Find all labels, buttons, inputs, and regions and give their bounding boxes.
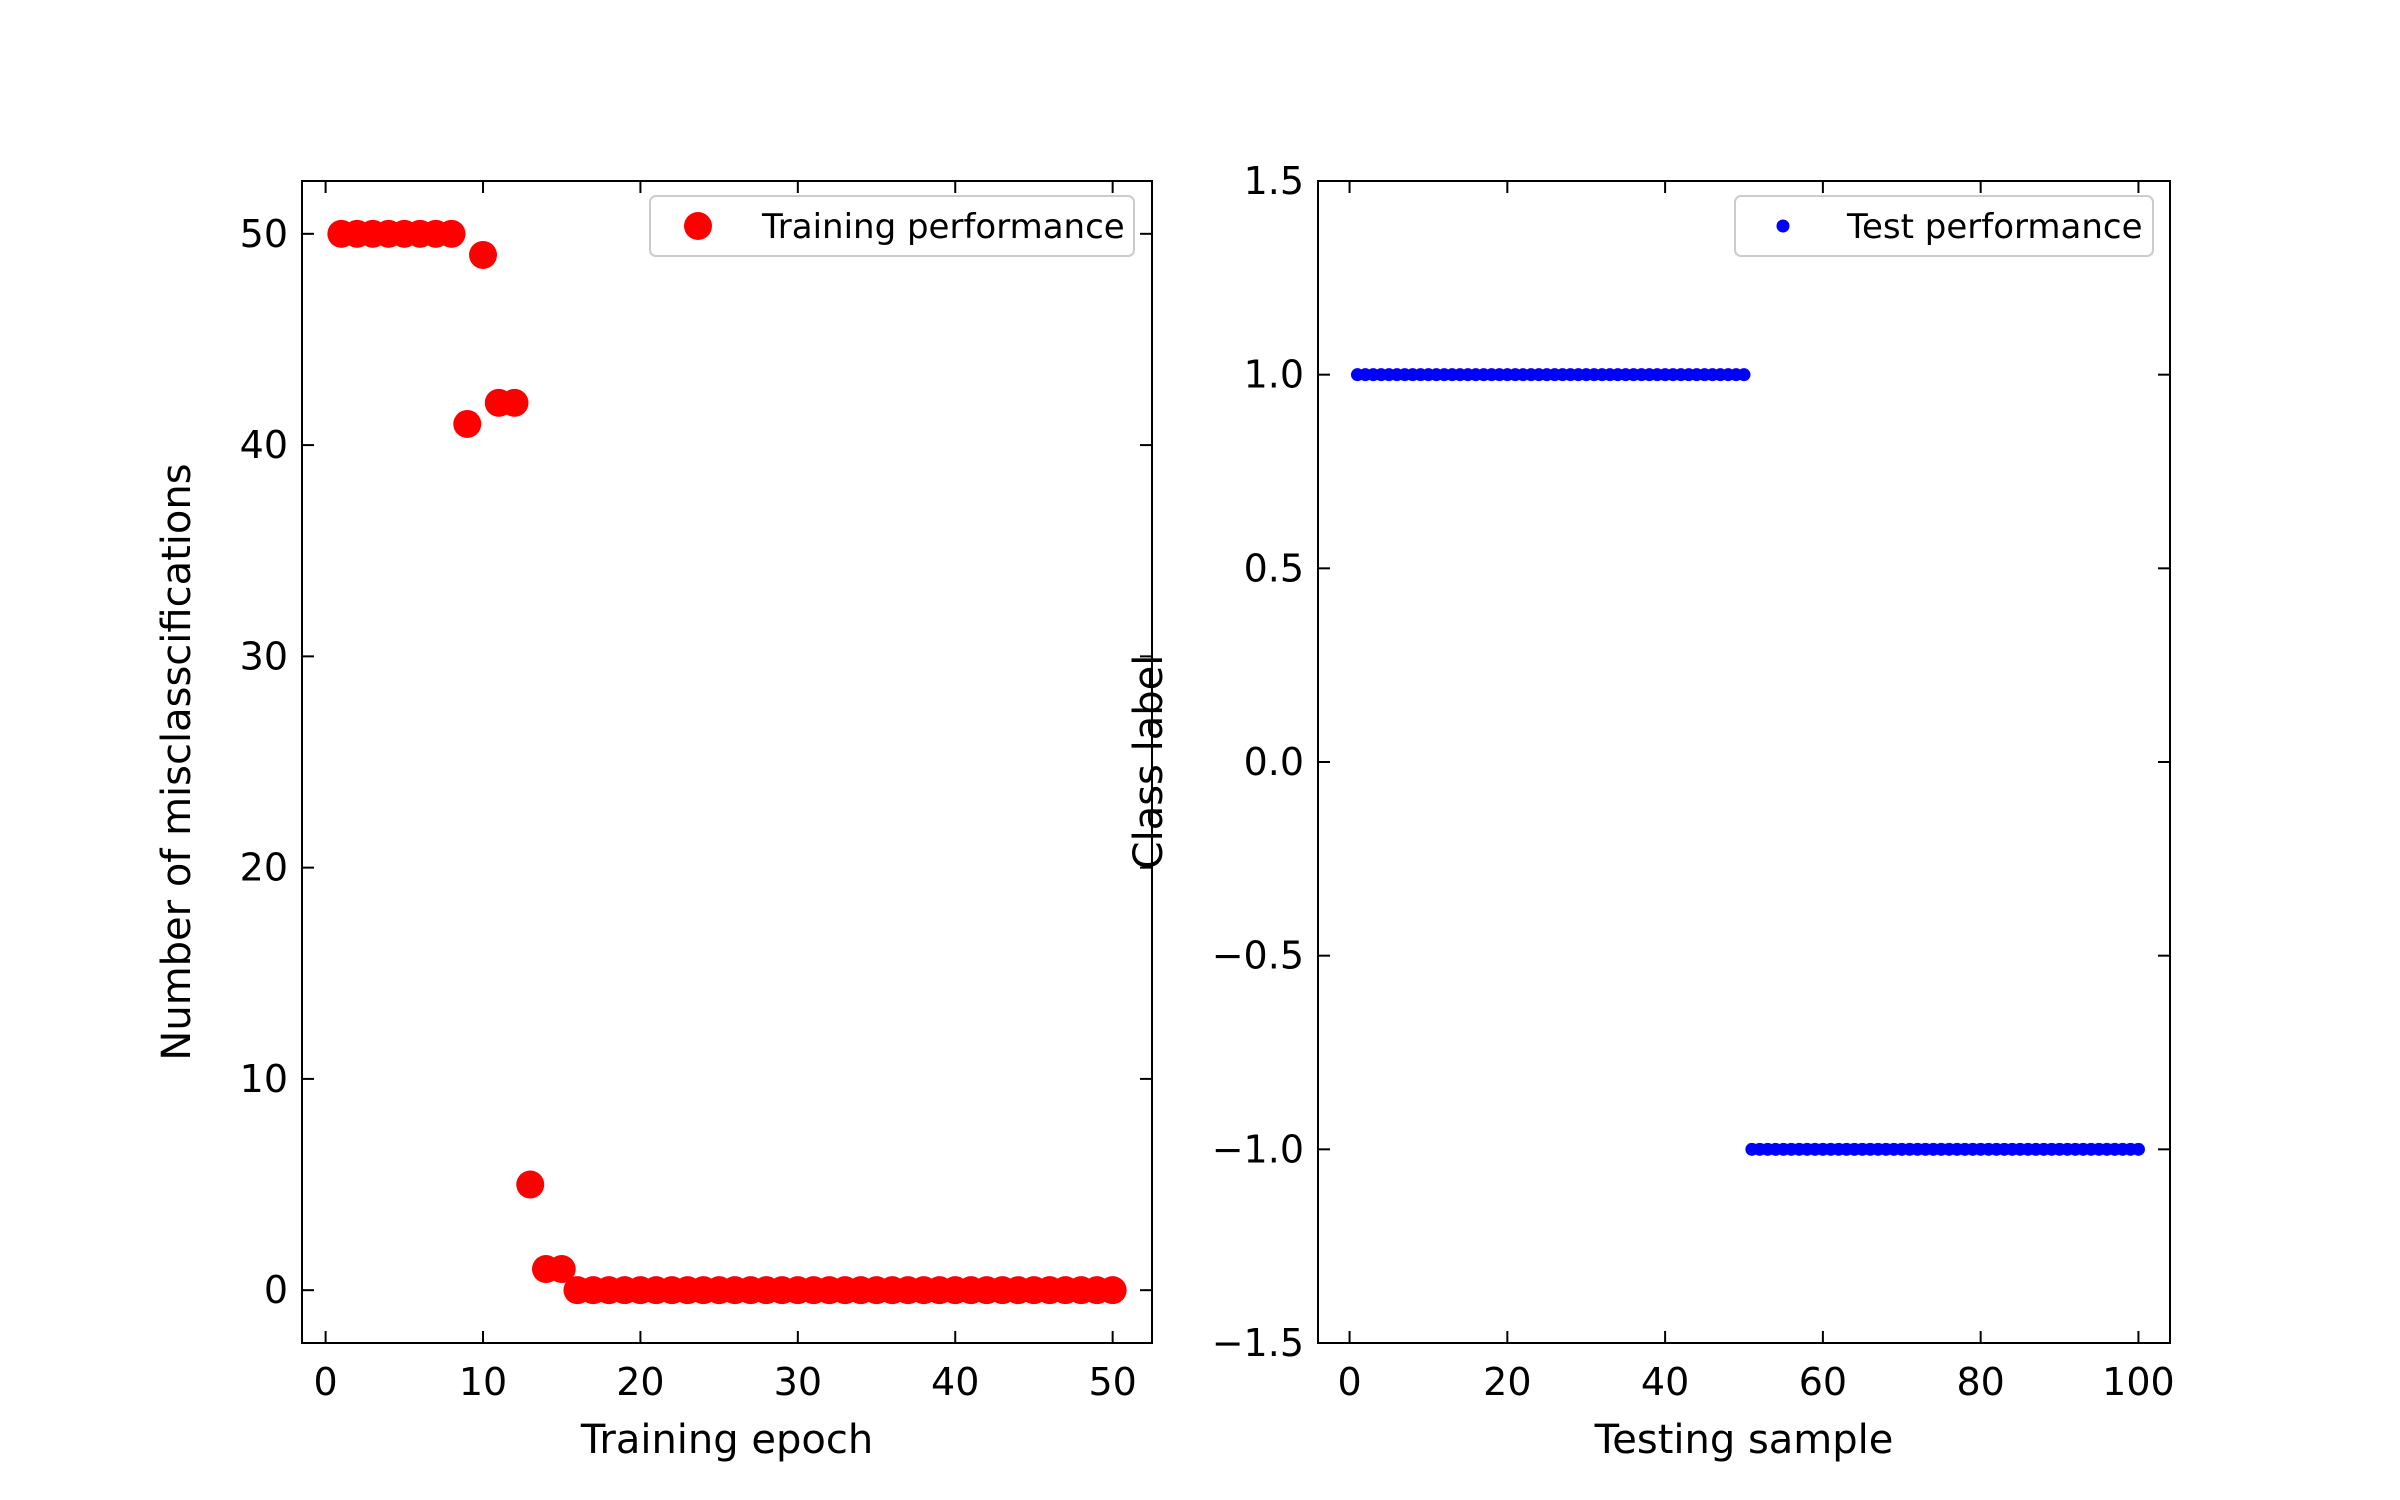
train-ytick-label: 10 <box>240 1057 288 1101</box>
train-ytick-label: 40 <box>240 423 288 467</box>
test-xtick-label: 60 <box>1799 1360 1847 1404</box>
train-ytick-label: 0 <box>264 1268 288 1312</box>
train-xtick-label: 50 <box>1088 1360 1136 1404</box>
train-ytick-label: 30 <box>240 634 288 678</box>
test-legend: Test performance <box>1734 195 2154 257</box>
train-point <box>437 219 466 248</box>
test-xtick-label: 40 <box>1641 1360 1689 1404</box>
test-ytick-label: −1.5 <box>1212 1321 1304 1365</box>
test-ytick-label: 1.5 <box>1244 159 1304 203</box>
training-chart: 0 10 20 30 40 50 0 10 20 30 40 50 Training epoch Numb… <box>154 180 1153 1463</box>
train-xtick-label: 10 <box>459 1360 507 1404</box>
train-axes-frame <box>301 180 1153 1344</box>
test-xtick-label: 80 <box>1956 1360 2004 1404</box>
test-chart: 0 20 40 60 80 100 −1.5 −1.0 −0.5 0.0 0.5 1.0 1.5 Test… <box>1126 159 2175 1463</box>
train-point <box>500 388 529 417</box>
train-legend: Training performance <box>649 195 1135 257</box>
train-point <box>516 1170 545 1199</box>
test-xtick-label: 0 <box>1337 1360 1361 1404</box>
test-ytick-label: −1.0 <box>1212 1127 1304 1171</box>
train-xlabel: Training epoch <box>580 1417 873 1463</box>
test-ytick-label: −0.5 <box>1212 934 1304 978</box>
test-axes-frame <box>1317 180 2171 1344</box>
train-legend-label: Training performance <box>761 207 1125 247</box>
train-legend-box <box>649 195 1135 257</box>
train-point <box>547 1255 576 1284</box>
test-ytick-label: 1.0 <box>1244 353 1304 397</box>
test-legend-label: Test performance <box>1846 207 2143 247</box>
test-ylabel: Class label <box>1126 655 1172 870</box>
test-legend-marker <box>1776 219 1790 233</box>
train-xtick-label: 0 <box>314 1360 338 1404</box>
test-ytick-label: 0.0 <box>1244 740 1304 784</box>
train-xtick-label: 30 <box>774 1360 822 1404</box>
test-xtick-label: 20 <box>1483 1360 1531 1404</box>
train-xtick-label: 40 <box>931 1360 979 1404</box>
train-xtick-label: 20 <box>616 1360 664 1404</box>
train-ytick-label: 50 <box>240 212 288 256</box>
train-ylabel: Number of misclasscifications <box>154 463 200 1060</box>
train-point <box>469 240 498 269</box>
test-point <box>1737 368 1751 382</box>
test-legend-box <box>1734 195 2154 257</box>
train-legend-marker <box>684 212 712 240</box>
test-point <box>2131 1142 2145 1156</box>
train-ytick-label: 20 <box>240 846 288 890</box>
test-xtick-label: 100 <box>2102 1360 2175 1404</box>
test-ytick-label: 0.5 <box>1244 546 1304 590</box>
train-point <box>453 409 482 438</box>
train-point <box>1098 1276 1127 1305</box>
test-xlabel: Testing sample <box>1594 1417 1894 1463</box>
